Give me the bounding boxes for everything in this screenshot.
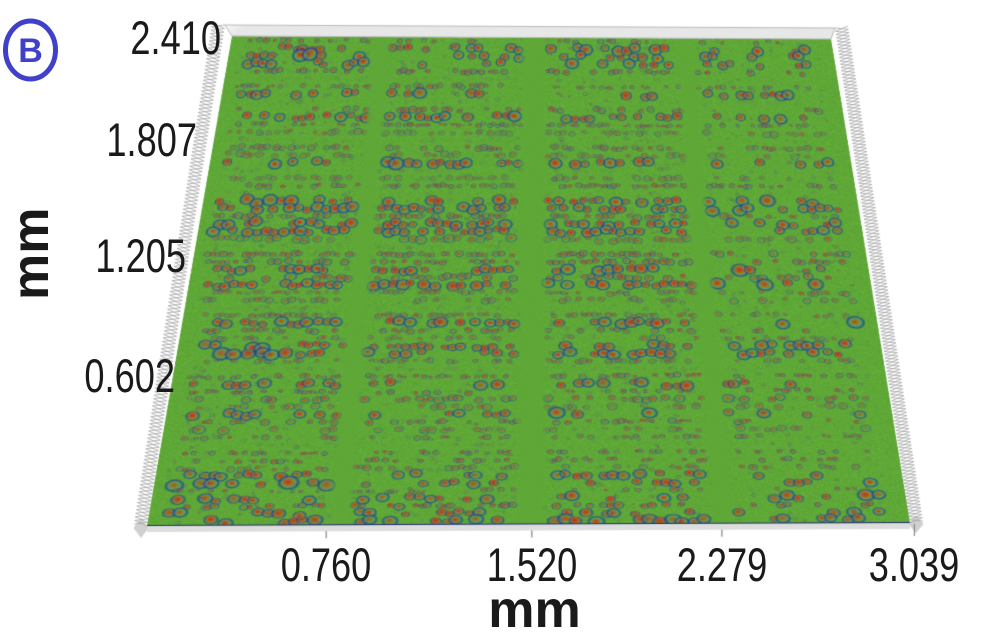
svg-text:B: B [18,32,43,70]
